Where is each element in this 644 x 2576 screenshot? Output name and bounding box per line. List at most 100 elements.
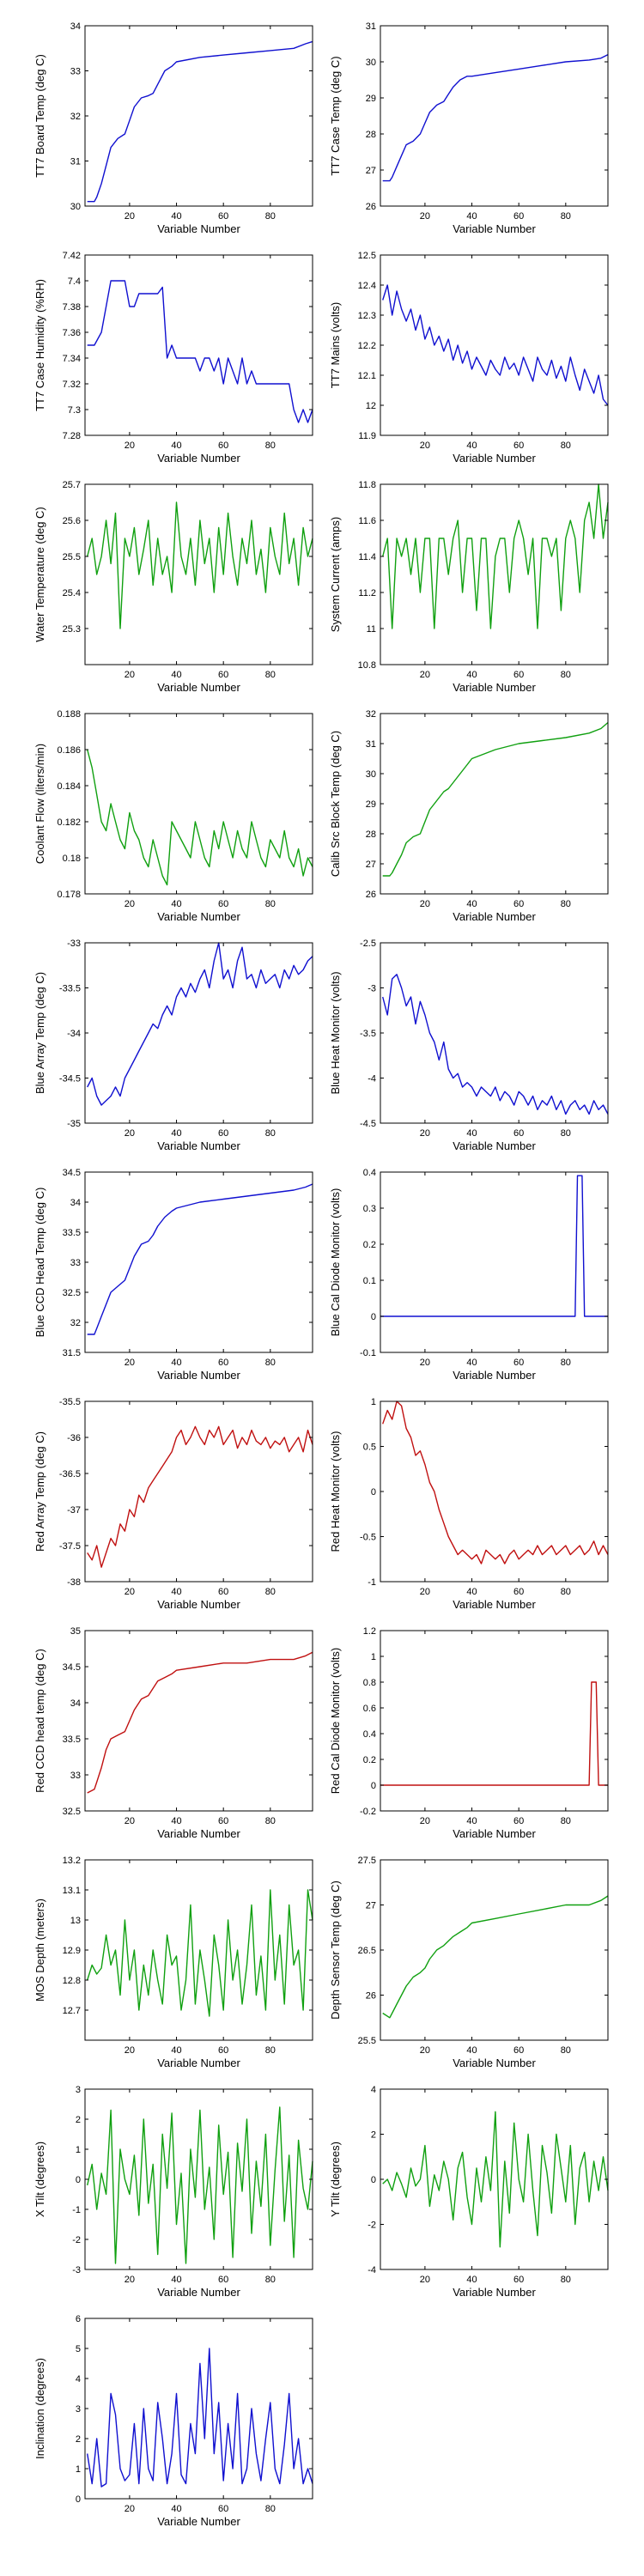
x-tick-label: 20	[420, 2045, 430, 2056]
x-axis-label: Variable Number	[157, 2057, 240, 2069]
x-tick-label: 60	[513, 1128, 524, 1139]
x-tick-label: 20	[420, 440, 430, 451]
plot-frame	[380, 254, 609, 436]
plot-frame	[84, 1630, 313, 1812]
x-tick-label: 20	[420, 1128, 430, 1139]
y-tick-label: 12.2	[358, 341, 376, 351]
y-tick-label: 11	[367, 624, 376, 635]
y-axis-label: TT7 Case Temp (deg C)	[329, 56, 342, 175]
y-tick-label: -0.1	[360, 1348, 376, 1358]
y-tick-label: 34	[70, 1198, 81, 1208]
y-tick-label: -3	[368, 984, 376, 994]
x-tick-label: 80	[561, 2045, 571, 2056]
y-tick-label: 0	[371, 1312, 376, 1322]
x-axis-label: Variable Number	[453, 452, 536, 465]
x-axis-label: Variable Number	[453, 1139, 536, 1152]
plot-frame	[84, 942, 313, 1124]
y-tick-label: 11.9	[358, 431, 376, 441]
y-tick-label: -37	[67, 1505, 81, 1516]
x-tick-label: 20	[125, 1358, 135, 1368]
y-tick-label: 31	[366, 21, 376, 32]
x-tick-label: 20	[420, 1816, 430, 1826]
x-axis-label: Variable Number	[453, 1827, 536, 1840]
y-tick-label: 6	[76, 2314, 81, 2324]
x-tick-label: 80	[561, 670, 571, 680]
series-line	[87, 2106, 313, 2264]
y-tick-label: 33	[70, 1258, 81, 1268]
y-tick-label: 5	[76, 2344, 81, 2354]
x-tick-label: 40	[171, 2504, 181, 2514]
y-tick-label: 2	[76, 2434, 81, 2445]
y-tick-label: 27	[366, 166, 376, 176]
y-tick-label: 0	[371, 1487, 376, 1498]
x-tick-label: 40	[466, 2275, 477, 2285]
y-tick-label: 26	[366, 202, 376, 212]
series-line	[382, 1895, 609, 2019]
x-tick-label: 60	[513, 2045, 524, 2056]
y-tick-label: 7.42	[63, 251, 81, 261]
chart-16: 20 40 60 80 -0.2 0 0.2 0.4 0.6 0.8 1 1.2 Variable Nu…	[329, 1626, 609, 1840]
chart-1: 20 40 60 80 30 31 32 33 34 Variable Number TT7 Boa…	[33, 21, 313, 235]
y-axis-label: TT7 Case Humidity (%RH)	[33, 279, 46, 411]
y-tick-label: 29	[366, 799, 376, 810]
chart-7: 20 40 60 80 0.178 0.18 0.182 0.184 0.186 0.188 Var…	[33, 709, 313, 923]
plot-frame	[84, 1171, 313, 1353]
x-tick-label: 60	[513, 899, 524, 909]
y-tick-label: -3.5	[360, 1029, 376, 1039]
series-line	[382, 974, 609, 1115]
series-line	[382, 2111, 609, 2248]
x-tick-label: 40	[466, 899, 477, 909]
x-axis-label: Variable Number	[157, 1369, 240, 1382]
chart-2: 20 40 60 80 26 27 28 29 30 31 Variable Number TT7 C…	[329, 21, 609, 235]
y-tick-label: -4	[368, 1074, 376, 1084]
y-tick-label: -34.5	[59, 1074, 81, 1084]
plot-frame	[380, 25, 609, 207]
y-axis-label: Red Array Temp (deg C)	[33, 1431, 46, 1552]
y-tick-label: 7.28	[63, 431, 81, 441]
y-axis-label: TT7 Mains (volts)	[329, 302, 342, 388]
y-tick-label: 0	[371, 2175, 376, 2185]
y-tick-label: 0.186	[57, 745, 81, 756]
y-tick-label: 0.4	[363, 1168, 376, 1178]
y-tick-label: 0.8	[363, 1678, 376, 1688]
y-tick-label: 13.2	[63, 1856, 81, 1866]
x-tick-label: 80	[265, 1816, 276, 1826]
y-tick-label: 11.2	[358, 588, 376, 598]
y-tick-label: 2	[371, 2130, 376, 2141]
y-tick-label: 0.4	[363, 1729, 376, 1740]
y-tick-label: 32	[70, 112, 81, 122]
y-tick-label: 34	[70, 1698, 81, 1709]
y-tick-label: 0	[76, 2494, 81, 2505]
x-axis-label: Variable Number	[157, 681, 240, 694]
x-tick-label: 20	[420, 1587, 430, 1597]
x-tick-label: 20	[125, 2045, 135, 2056]
y-tick-label: -33.5	[59, 984, 81, 994]
plot-frame	[84, 483, 313, 665]
x-tick-label: 60	[513, 1587, 524, 1597]
x-tick-label: 40	[171, 1587, 181, 1597]
x-tick-label: 60	[513, 1816, 524, 1826]
x-axis-label: Variable Number	[157, 1598, 240, 1611]
x-tick-label: 80	[561, 1816, 571, 1826]
x-tick-label: 40	[171, 1128, 181, 1139]
y-tick-label: -1	[368, 1577, 376, 1588]
y-tick-label: -0.5	[360, 1533, 376, 1543]
x-tick-label: 40	[171, 670, 181, 680]
y-tick-label: 25.3	[63, 624, 81, 635]
y-tick-label: 0.184	[57, 781, 81, 792]
x-tick-label: 80	[265, 2275, 276, 2285]
y-tick-label: 25.7	[63, 480, 81, 490]
y-tick-label: 0.6	[363, 1704, 376, 1714]
y-tick-label: 31	[366, 739, 376, 750]
x-tick-label: 40	[171, 440, 181, 451]
y-tick-label: 11.6	[358, 516, 376, 526]
series-line	[87, 2348, 313, 2488]
x-tick-label: 60	[218, 1128, 228, 1139]
y-tick-label: 10.8	[358, 660, 376, 671]
series-line	[87, 1425, 313, 1568]
x-tick-label: 60	[218, 2504, 228, 2514]
y-tick-label: 7.38	[63, 302, 81, 313]
y-axis-label: Blue Heat Monitor (volts)	[329, 971, 342, 1094]
series-line	[87, 40, 313, 203]
